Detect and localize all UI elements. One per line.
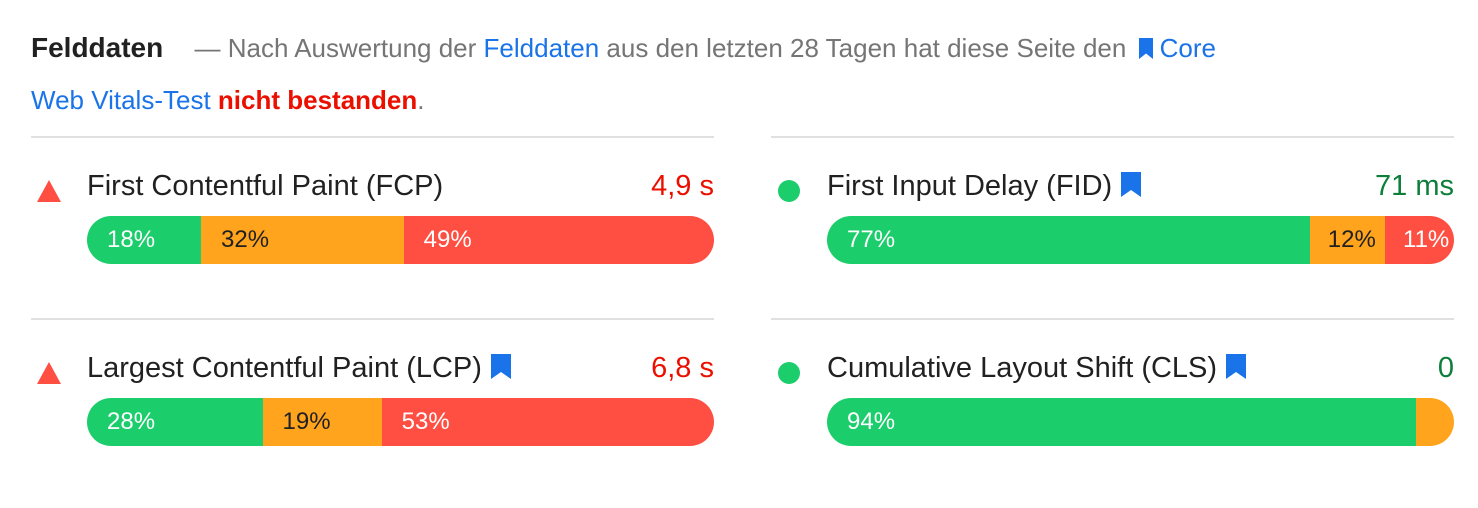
summary-text-before: Nach Auswertung der — [227, 33, 477, 63]
metrics-column-right: First Input Delay (FID) 71 ms 77% 12% 11… — [771, 0, 1454, 492]
metrics-column-left: First Contentful Paint (FCP) 4,9 s 18% 3… — [31, 0, 714, 492]
metric-header: Largest Contentful Paint (LCP) 6,8 s — [31, 348, 714, 388]
metric-title: First Input Delay (FID) — [827, 170, 1113, 202]
summary-text-middle: aus den letzten 28 Tagen hat diese Seite… — [606, 33, 1127, 63]
distribution-bar: 28% 19% 53% — [87, 398, 714, 446]
field-data-heading: Felddaten — [31, 32, 164, 63]
metric-header: First Input Delay (FID) 71 ms — [771, 166, 1454, 206]
green-circle-icon — [778, 362, 800, 384]
field-data-summary: Felddaten — Nach Auswertung der Felddate… — [31, 22, 1331, 126]
metric-title-wrap: Cumulative Layout Shift (CLS) — [827, 348, 1247, 388]
distribution-bar: 77% 12% 11% — [827, 216, 1454, 264]
red-triangle-icon — [37, 362, 61, 384]
summary-dash: — — [194, 33, 221, 63]
divider — [31, 318, 714, 320]
metric-value: 4,9 s — [651, 170, 714, 202]
segment-poor: 53% — [381, 398, 714, 446]
bookmark-icon[interactable] — [490, 354, 512, 380]
divider — [771, 318, 1454, 320]
metric-cls: Cumulative Layout Shift (CLS) 0 94% 2% 4… — [771, 348, 1454, 508]
field-data-link[interactable]: Felddaten — [483, 33, 600, 63]
metric-header: Cumulative Layout Shift (CLS) 0 — [771, 348, 1454, 388]
metric-value: 71 ms — [1375, 170, 1454, 202]
summary-period: . — [417, 85, 425, 115]
metric-value: 6,8 s — [651, 352, 714, 384]
segment-good: 28% — [87, 398, 263, 446]
distribution-bar: 18% 32% 49% — [87, 216, 714, 264]
metric-lcp: Largest Contentful Paint (LCP) 6,8 s 28%… — [31, 348, 714, 508]
divider — [771, 136, 1454, 138]
test-result: nicht bestanden — [217, 85, 418, 115]
bookmark-icon[interactable] — [1120, 172, 1142, 198]
metric-title: Largest Contentful Paint (LCP) — [87, 352, 482, 384]
segment-needs-improvement: 12% — [1309, 216, 1386, 264]
segment-needs-improvement: 2% — [1416, 398, 1454, 446]
green-circle-icon — [778, 180, 800, 202]
metric-title: Cumulative Layout Shift (CLS) — [827, 352, 1218, 384]
metric-fid: First Input Delay (FID) 71 ms 77% 12% 11… — [771, 166, 1454, 326]
metric-header: First Contentful Paint (FCP) 4,9 s — [31, 166, 714, 206]
segment-good: 77% — [827, 216, 1310, 264]
bookmark-icon — [1138, 38, 1153, 59]
bookmark-icon[interactable] — [1225, 354, 1247, 380]
metric-value: 0 — [1437, 352, 1454, 384]
red-triangle-icon — [37, 180, 61, 202]
metric-title-wrap: Largest Contentful Paint (LCP) — [87, 348, 512, 388]
metric-fcp: First Contentful Paint (FCP) 4,9 s 18% 3… — [31, 166, 714, 326]
metric-title-wrap: First Input Delay (FID) — [827, 166, 1142, 206]
segment-good: 18% — [87, 216, 201, 264]
segment-good: 94% — [827, 398, 1417, 446]
core-web-vitals-link[interactable]: Core Web Vitals-Test — [31, 33, 1216, 115]
metric-title: First Contentful Paint (FCP) — [87, 170, 444, 202]
divider — [31, 136, 714, 138]
segment-poor: 11% — [1385, 216, 1454, 264]
segment-poor: 49% — [403, 216, 714, 264]
segment-needs-improvement: 32% — [201, 216, 404, 264]
segment-needs-improvement: 19% — [262, 398, 382, 446]
distribution-bar: 94% 2% 4% — [827, 398, 1454, 446]
